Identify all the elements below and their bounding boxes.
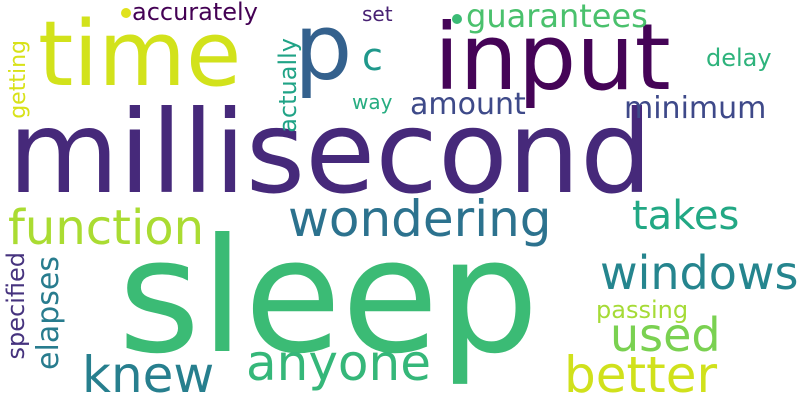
word-way: way (352, 90, 393, 114)
word-specified: specified (2, 252, 30, 360)
word-anyone: anyone (246, 334, 431, 392)
word-millisecond: millisecond (8, 86, 653, 219)
word-getting: getting (6, 40, 31, 119)
word-c: c (362, 35, 383, 79)
word-guarantees: guarantees (466, 0, 648, 35)
word-sleep: sleep (118, 205, 539, 389)
word-windows: windows (600, 246, 799, 300)
word-wondering: wondering (288, 190, 552, 248)
decorative-dot (121, 8, 131, 18)
word-input: input (434, 4, 671, 111)
word-takes: takes (632, 193, 740, 239)
word-used: used (610, 308, 721, 362)
word-better: better (564, 346, 718, 400)
word-p: p (294, 0, 353, 101)
decorative-dot (452, 14, 462, 24)
word-elapses: elapses (31, 256, 66, 370)
word-amount: amount (410, 87, 526, 122)
word-function: function (8, 200, 205, 256)
word-set: set (362, 2, 393, 26)
word-delay: delay (706, 44, 772, 72)
word-minimum: minimum (624, 91, 767, 126)
word-actually: actually (274, 38, 302, 133)
word-passing: passing (596, 296, 689, 324)
word-knew: knew (82, 346, 215, 400)
word-time: time (38, 2, 242, 107)
word-accurately: accurately (132, 0, 258, 26)
